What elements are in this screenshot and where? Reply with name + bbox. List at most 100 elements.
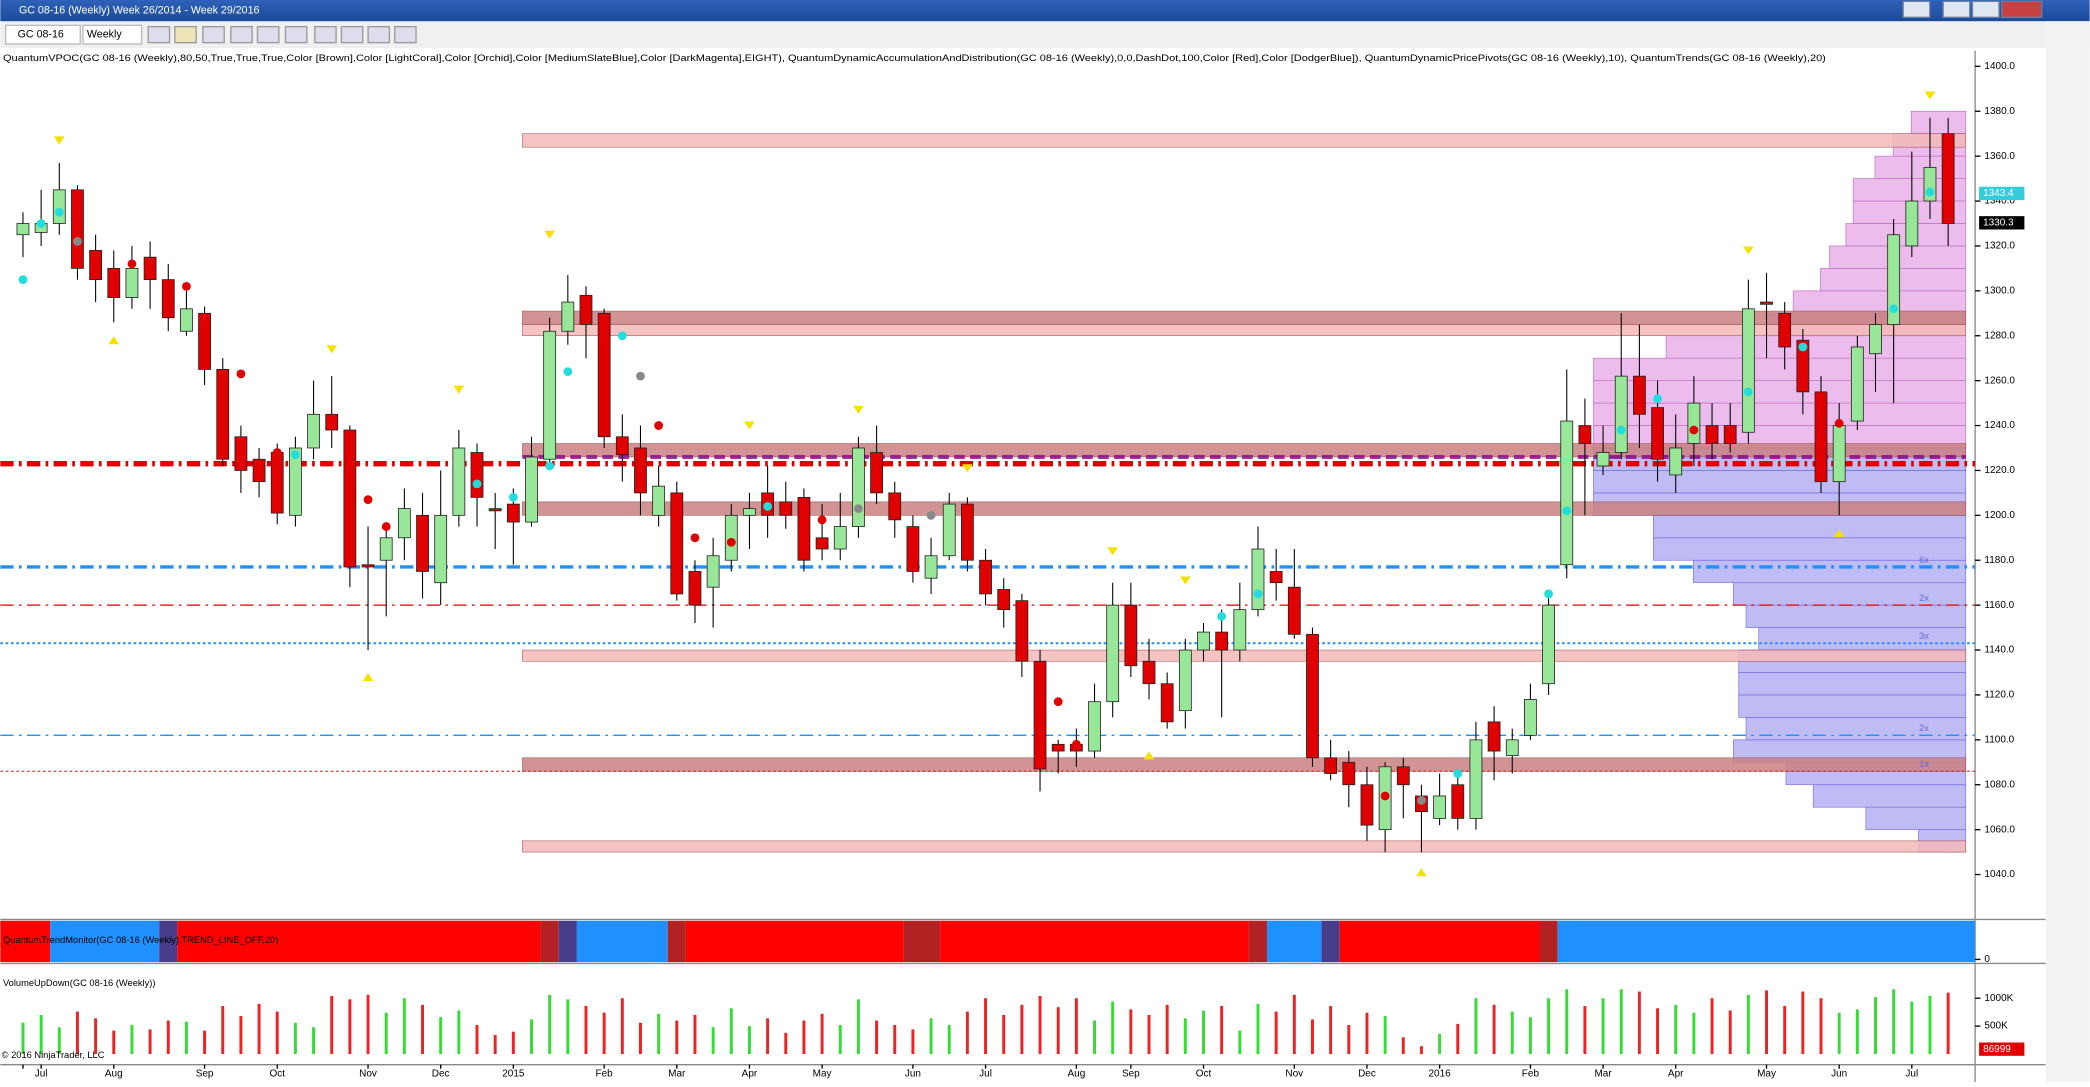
pivot-dot [182,281,191,291]
tool-data[interactable] [394,25,417,44]
zone [522,324,1967,337]
pivot-dot [563,367,573,377]
instrument: GC 08-16 [18,28,64,40]
candle-down [1360,784,1374,826]
x-tick-label: Apr [742,1069,758,1080]
price-marker [1979,216,2025,230]
profile-bin [1732,582,1967,606]
volume-tick-label: 1000K [1984,993,2013,1004]
candle-down [1796,339,1810,393]
candle-down [688,571,702,606]
x-tick-label: Dec [1358,1069,1376,1080]
candle-down [161,279,175,319]
tool-image[interactable] [367,25,391,44]
candle-up [1596,452,1610,467]
candle-up [924,555,938,579]
pivot-dot [36,219,46,228]
candle-up [724,514,738,561]
pivot-triangle [544,230,555,239]
level-label: 3x [1919,631,1929,641]
tool-pointer[interactable] [256,25,280,44]
candle-down [107,267,121,298]
candle-down [216,369,230,460]
pivot-triangle [1924,91,1936,100]
pivot-dot [272,448,282,457]
candle-down [1632,375,1646,415]
x-tick-label: 2015 [502,1069,525,1080]
window-margin [2045,21,2090,1083]
candle-down [997,589,1011,611]
price-marker-label: 1343.4 [1983,188,2014,199]
pivot-triangle [853,405,864,414]
pivot-dot [1562,506,1572,516]
restore-button[interactable] [1942,0,1971,18]
period: Weekly [87,28,122,40]
tool-mark[interactable] [202,25,225,44]
pivot-dot [1253,589,1263,599]
y-tick-label: 1360.0 [1984,151,2015,162]
zone [522,757,1967,772]
pivot-dot [1689,425,1699,435]
indicators-label: QuantumVPOC(GC 08-16 (Weekly),80,50,True… [3,53,1826,64]
x-tick-label: Jun [905,1069,921,1080]
y-tick-label: 1300.0 [1984,285,2015,296]
copyright: © 2016 NinjaTrader, LLC [2,1050,105,1060]
candle-down [506,503,520,523]
trend-segment [50,920,160,963]
candle-down [1015,600,1029,662]
trend-segment [903,920,941,963]
candle-down [270,452,284,514]
tool-zoom[interactable] [284,25,308,44]
pivot-triangle [362,672,374,681]
instrument-select[interactable] [4,24,81,45]
pivot-dot [1834,418,1844,428]
x-tick-label: Sep [196,1069,214,1080]
tool-bars[interactable] [147,25,171,44]
pivot-triangle [1833,529,1845,538]
pivot-triangle [744,421,755,430]
pivot-triangle [108,336,120,345]
price-marker [1979,186,2025,201]
candle-down [1396,766,1410,786]
profile-bin [1745,604,1967,628]
candle-down [979,559,992,595]
candle-up [1850,346,1864,422]
candle-down [1142,660,1156,685]
tool-eraser[interactable] [230,25,253,44]
candle-down [1324,757,1338,774]
profile-bin [1910,110,1967,135]
tool-draw[interactable] [174,25,197,44]
pivot-dot [1925,187,1935,197]
x-tick-label: Mar [1594,1069,1612,1080]
tool-indicators[interactable] [314,25,337,44]
y-tick-label: 1160.0 [1984,600,2014,611]
min-button[interactable] [1902,0,1931,18]
candle-up [543,330,557,460]
tool-strategies[interactable] [340,25,364,44]
candle-up [1251,548,1265,611]
x-tick-label: Nov [1285,1069,1303,1080]
x-tick-label: Jul [35,1069,48,1080]
profile-bin [1653,515,1967,539]
profile-bin [1758,627,1967,651]
period-select[interactable] [82,24,143,45]
y-tick-label: 1380.0 [1984,106,2015,117]
pivot-dot [636,371,645,381]
pivot-dot [1380,791,1390,801]
zone [522,443,1967,458]
candle-down [1778,312,1792,348]
candle-down [960,503,974,561]
pivot-dot [726,537,736,547]
x-tick-label: Apr [1668,1069,1684,1080]
candle-up [52,189,66,224]
candle-up [1923,166,1937,202]
close-button[interactable] [2001,0,2043,18]
candle-down [416,514,429,572]
max-button[interactable] [1971,0,2000,18]
zone [522,649,1967,662]
x-tick-label: Sep [1122,1069,1140,1080]
candle-up [833,526,847,550]
pivot-triangle [1416,868,1427,877]
candle-down [252,458,266,483]
